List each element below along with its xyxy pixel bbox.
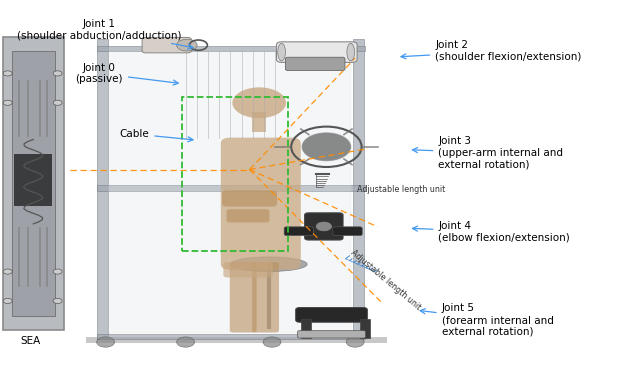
Circle shape (177, 337, 195, 347)
Bar (97, 46, 365, 51)
Bar (301, 319, 311, 338)
Bar (353, 39, 364, 339)
FancyBboxPatch shape (298, 331, 365, 338)
Text: SEA: SEA (20, 335, 41, 346)
Circle shape (346, 337, 364, 347)
Text: Joint 3
(upper-arm internal and
external rotation): Joint 3 (upper-arm internal and external… (413, 137, 563, 170)
Circle shape (3, 100, 12, 105)
FancyBboxPatch shape (284, 227, 314, 236)
Ellipse shape (278, 43, 285, 61)
Bar (182, 97, 288, 251)
Ellipse shape (230, 257, 307, 272)
Text: Joint 4
(elbow flexion/extension): Joint 4 (elbow flexion/extension) (413, 221, 570, 243)
FancyBboxPatch shape (333, 227, 362, 236)
Circle shape (53, 298, 62, 304)
Circle shape (3, 298, 12, 304)
Text: Joint 5
(forearm internal and
external rotation): Joint 5 (forearm internal and external r… (420, 304, 554, 337)
Circle shape (263, 337, 281, 347)
FancyBboxPatch shape (252, 262, 279, 333)
FancyBboxPatch shape (296, 308, 367, 322)
Bar (97, 185, 365, 191)
FancyBboxPatch shape (305, 213, 343, 240)
Text: Joint 2
(shoulder flexion/extension): Joint 2 (shoulder flexion/extension) (401, 40, 582, 61)
Text: Cable: Cable (120, 129, 193, 142)
FancyBboxPatch shape (221, 138, 301, 270)
FancyBboxPatch shape (276, 42, 357, 62)
Text: Joint 1
(shoulder abduction/adduction): Joint 1 (shoulder abduction/adduction) (17, 19, 193, 49)
Circle shape (97, 337, 115, 347)
Text: Adjustable length unit: Adjustable length unit (357, 185, 445, 194)
FancyBboxPatch shape (285, 57, 345, 70)
Bar (252, 112, 266, 132)
Circle shape (302, 133, 351, 161)
FancyBboxPatch shape (222, 190, 277, 207)
Bar (12, 51, 55, 316)
Bar (86, 337, 387, 343)
FancyBboxPatch shape (223, 262, 273, 277)
Text: Joint 0
(passive): Joint 0 (passive) (76, 63, 179, 85)
Bar (97, 334, 365, 339)
Circle shape (53, 100, 62, 105)
FancyBboxPatch shape (227, 209, 269, 222)
Circle shape (316, 222, 332, 231)
Bar (108, 51, 351, 333)
Circle shape (53, 71, 62, 76)
Bar (3, 37, 64, 330)
Circle shape (232, 87, 286, 118)
Text: Adjustable length unit: Adjustable length unit (349, 248, 422, 312)
Circle shape (3, 71, 12, 76)
Bar (97, 39, 108, 339)
Circle shape (53, 269, 62, 274)
Bar (14, 154, 52, 206)
FancyBboxPatch shape (142, 37, 191, 53)
FancyBboxPatch shape (230, 262, 257, 333)
Circle shape (177, 39, 197, 51)
Ellipse shape (347, 43, 355, 61)
Circle shape (3, 269, 12, 274)
Bar (360, 319, 370, 338)
